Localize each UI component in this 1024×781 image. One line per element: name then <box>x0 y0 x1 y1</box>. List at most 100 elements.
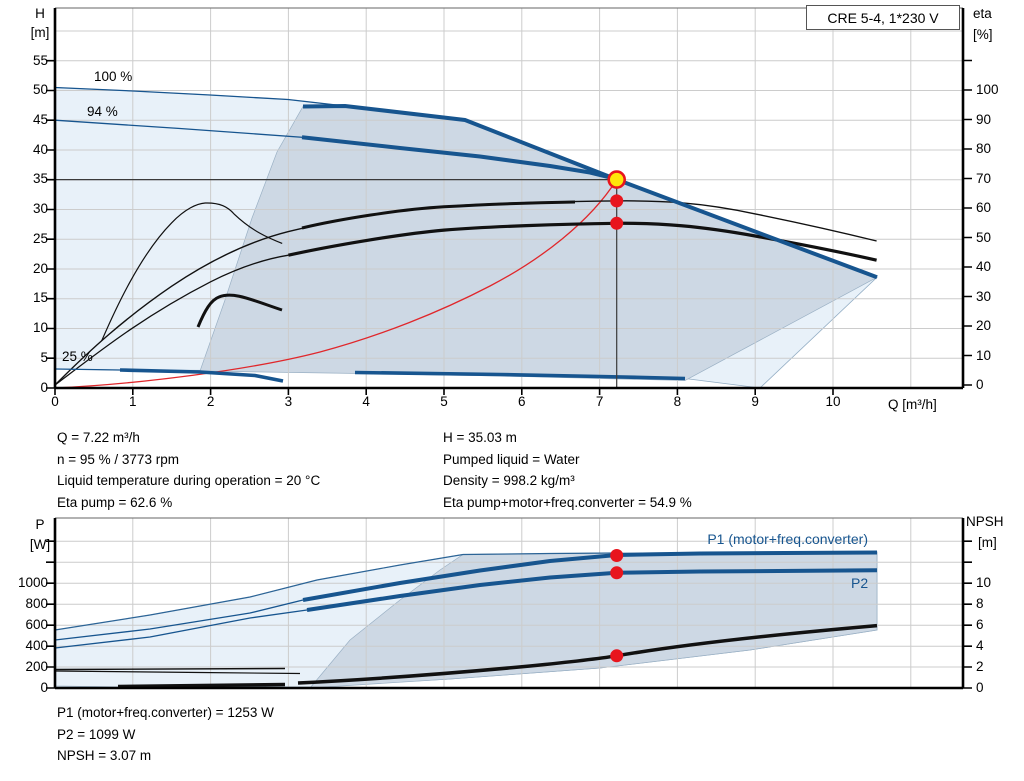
q-tick-label: 3 <box>284 394 293 409</box>
h-tick-label: 0 <box>40 379 48 395</box>
eta-tick-label: 30 <box>976 288 992 304</box>
pump-designation-box: CRE 5-4, 1*230 V <box>806 5 960 30</box>
duty-point-marker <box>607 170 627 189</box>
eta-pump-duty-dot <box>610 194 624 208</box>
duty-info-left: Q = 7.22 m³/h n = 95 % / 3773 rpm Liquid t… <box>57 430 320 517</box>
duty-info-line: Q = 7.22 m³/h <box>57 430 140 445</box>
pump-curve-25pct-bold <box>119 368 284 383</box>
eta-tick-label: 80 <box>976 141 992 156</box>
h-tick-label: 40 <box>32 141 48 157</box>
q-tick-label: 7 <box>595 394 604 409</box>
bottom-chart-axes <box>53 518 965 690</box>
eta-axis-title: eta <box>973 6 992 21</box>
p-tick-label: 400 <box>25 638 48 654</box>
h-tick-label: 35 <box>32 171 48 187</box>
h-axis-unit: [m] <box>30 25 50 40</box>
h-tick-label: 55 <box>32 52 48 68</box>
h-tick-label: 30 <box>32 201 48 217</box>
npsh-tick-label: 10 <box>976 575 992 591</box>
power-info-line: P2 = 1099 W <box>57 726 136 742</box>
eta-tick-label: 70 <box>976 170 992 186</box>
eta-tick-label: 10 <box>976 347 992 363</box>
eta-axis-ticks <box>963 59 972 386</box>
h-axis-ticks <box>46 59 55 389</box>
duty-info-line: Eta pump+motor+freq.converter = 54.9 % <box>443 495 692 511</box>
system-curve <box>54 179 618 389</box>
duty-info-line: n = 95 % / 3773 rpm <box>57 451 179 467</box>
speed-label-100pct: 100 % <box>94 69 133 84</box>
npsh-axis-unit: [m] <box>978 535 997 550</box>
h-tick-label: 10 <box>32 320 48 336</box>
q-tick-label: 4 <box>362 394 370 409</box>
top-grid-vertical <box>132 8 912 388</box>
p1-curve-bold <box>302 550 878 602</box>
power-info-line: NPSH = 3.07 m <box>57 748 152 764</box>
q-tick-label: 5 <box>440 394 448 409</box>
p1-duty-dot <box>610 549 624 562</box>
h-tick-label: 45 <box>32 111 48 127</box>
pump-curve-100pct-thin <box>54 86 346 107</box>
eta-tick-label: 90 <box>976 111 992 127</box>
eta-tick-label: 60 <box>976 200 992 215</box>
p1-envelope-boundary <box>54 552 618 631</box>
eta-total-curve-thin <box>54 254 289 386</box>
q-tick-label: 9 <box>751 394 759 409</box>
npsh-tick-label: 4 <box>976 638 984 654</box>
eta-pump-bold-segment <box>301 200 576 230</box>
duty-info-line: Eta pump = 62.6 % <box>57 495 173 511</box>
pump-curve-94pct-thin <box>54 119 313 139</box>
npsh-tick-label: 0 <box>976 679 984 695</box>
duty-info-line: Liquid temperature during operation = 20… <box>57 473 321 489</box>
q-axis-ticks <box>54 388 834 395</box>
q-tick-label: 0 <box>51 394 59 409</box>
p-tick-label: 1000 <box>17 575 48 591</box>
p1-curve-label: P1 (motor+freq.converter) <box>707 531 868 547</box>
pump-curve-94pct-bold <box>301 135 618 181</box>
h-tick-label: 25 <box>32 230 48 246</box>
p2-curve-bold <box>306 568 878 612</box>
q-tick-label: 2 <box>206 394 215 409</box>
npsh-tick-label: 6 <box>976 617 984 633</box>
top-chart-axes <box>53 8 965 390</box>
duty-info-line: H = 35.03 m <box>443 430 517 445</box>
p-tick-label: 800 <box>25 596 48 612</box>
duty-info-right: H = 35.03 m Pumped liquid = Water Density … <box>443 430 692 517</box>
npsh-tick-label: 8 <box>976 596 984 612</box>
p-25pct-thin-line <box>54 667 286 671</box>
power-info-line: P1 (motor+freq.converter) = 1253 W <box>57 705 274 720</box>
p-axis-unit: [W] <box>29 537 51 552</box>
eta-reduced-speed-arc <box>101 202 283 342</box>
p-tick-label: 200 <box>25 659 48 674</box>
eta-total-duty-dot <box>610 216 624 230</box>
pump-curve-25pct-thin <box>54 368 121 371</box>
npsh-tick-label: 2 <box>976 659 984 674</box>
q-axis-title: Q [m³/h] <box>888 397 937 412</box>
eta-tick-label: 20 <box>976 318 992 333</box>
duty-info-line: Density = 998.2 kg/m³ <box>443 473 575 489</box>
npsh-axis-ticks <box>963 540 972 689</box>
p-25pct-bold-line <box>117 682 286 689</box>
pump-designation-label: CRE 5-4, 1*230 V <box>827 9 939 26</box>
q-tick-label: 10 <box>825 394 841 409</box>
eta-tick-label: 0 <box>976 377 984 392</box>
p1-curve-thin <box>54 599 304 641</box>
h-tick-label: 50 <box>32 82 48 98</box>
q-tick-label: 6 <box>518 394 526 409</box>
min-speed-limit-bold <box>354 370 686 381</box>
eta-axis-unit: [%] <box>973 27 993 42</box>
q-tick-label: 1 <box>129 394 137 409</box>
p-tick-label: 600 <box>25 617 48 633</box>
h-tick-label: 20 <box>32 260 48 276</box>
p2-curve-thin <box>54 609 308 649</box>
npsh-axis-title: NPSH <box>966 514 1004 529</box>
eta-tick-label: 100 <box>976 82 999 97</box>
speed-label-25pct: 25 % <box>62 349 93 364</box>
q-tick-label: 8 <box>673 394 682 409</box>
p-tick-label: 0 <box>40 679 48 695</box>
eta-reduced-speed-arc-bold <box>196 293 283 328</box>
p2-curve-label: P2 <box>851 575 869 591</box>
h-tick-label: 15 <box>32 290 48 306</box>
npsh-curve-thin <box>54 670 301 675</box>
power-info-block: P1 (motor+freq.converter) = 1253 W P2 = 1… <box>57 705 274 770</box>
